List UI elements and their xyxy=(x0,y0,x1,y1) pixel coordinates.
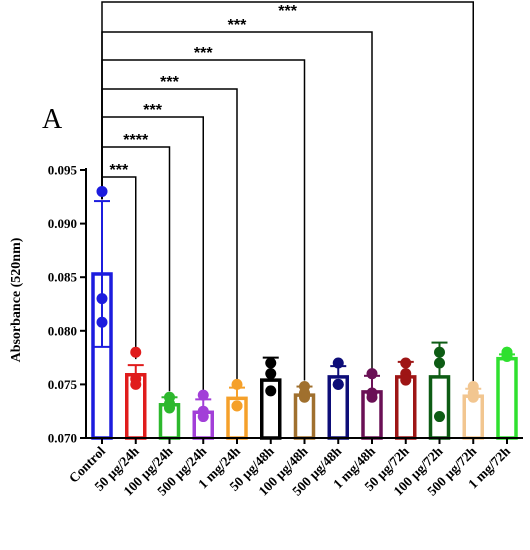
data-point xyxy=(197,389,209,401)
data-point xyxy=(231,400,243,412)
y-tick-label: 0.075 xyxy=(48,377,78,392)
data-point xyxy=(265,368,277,380)
data-point xyxy=(332,378,344,390)
bar-group xyxy=(125,346,147,440)
data-point xyxy=(130,346,142,358)
bar-group xyxy=(428,341,451,440)
bar-group xyxy=(462,381,484,440)
bar xyxy=(496,356,518,440)
bar-group xyxy=(260,356,282,440)
significance-label: *** xyxy=(278,3,297,20)
y-tick-label: 0.085 xyxy=(48,270,78,285)
bar-group xyxy=(226,378,248,440)
bar-group xyxy=(192,389,214,440)
data-point xyxy=(501,351,513,363)
bracket-line xyxy=(101,176,137,360)
significance-label: *** xyxy=(143,102,162,119)
data-point xyxy=(434,346,445,358)
bar-group xyxy=(91,185,113,440)
data-point xyxy=(197,411,209,423)
y-tick-label: 0.090 xyxy=(48,216,77,231)
y-axis-label: Absorbance (520nm) xyxy=(9,237,24,362)
bar-group xyxy=(293,381,316,440)
data-point xyxy=(265,385,277,397)
data-point xyxy=(366,368,378,380)
bar-group xyxy=(158,391,181,440)
data-point xyxy=(366,391,378,403)
y-ticks: 0.070 0.075 0.080 0.085 0.090 0.095 xyxy=(48,163,86,446)
data-point xyxy=(467,391,479,403)
significance-label: *** xyxy=(110,162,129,179)
data-point xyxy=(231,378,243,390)
significance-label: *** xyxy=(194,45,213,62)
bracket-line xyxy=(101,1,474,383)
panel-label: A xyxy=(42,104,63,135)
data-point xyxy=(96,185,108,197)
bar-group xyxy=(327,357,349,440)
data-point xyxy=(332,357,344,369)
bar-group xyxy=(395,357,417,440)
data-point xyxy=(130,378,142,390)
data-point xyxy=(96,316,108,328)
data-point xyxy=(164,402,175,414)
data-point xyxy=(434,411,445,423)
bar xyxy=(395,375,417,440)
significance-label: **** xyxy=(123,132,149,149)
data-point xyxy=(299,391,310,403)
data-point xyxy=(400,374,412,386)
significance-brackets: ********************** xyxy=(101,1,474,394)
data-point xyxy=(96,293,108,305)
significance-label: *** xyxy=(160,74,179,91)
bar xyxy=(428,375,451,440)
y-tick-label: 0.095 xyxy=(48,163,78,178)
significance-label: *** xyxy=(228,17,247,34)
significance-bracket: *** xyxy=(101,102,204,394)
significance-bracket: *** xyxy=(101,1,474,383)
data-point xyxy=(434,357,445,369)
data-point xyxy=(400,357,412,369)
bracket-line xyxy=(101,116,204,394)
bar-group xyxy=(361,368,383,440)
y-tick-label: 0.070 xyxy=(48,431,77,446)
bar-group xyxy=(496,346,518,440)
data-point xyxy=(265,357,277,369)
y-tick-label: 0.080 xyxy=(48,323,77,338)
